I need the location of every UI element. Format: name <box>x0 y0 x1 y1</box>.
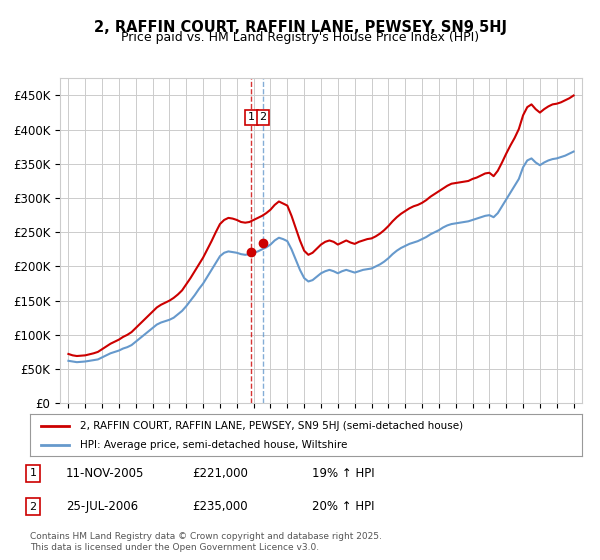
Text: 11-NOV-2005: 11-NOV-2005 <box>66 466 145 480</box>
Text: 19% ↑ HPI: 19% ↑ HPI <box>312 466 374 480</box>
Text: 1: 1 <box>29 468 37 478</box>
Text: Contains HM Land Registry data © Crown copyright and database right 2025.
This d: Contains HM Land Registry data © Crown c… <box>30 532 382 552</box>
Text: 2: 2 <box>260 113 266 123</box>
Text: 1: 1 <box>248 113 255 123</box>
Text: £221,000: £221,000 <box>192 466 248 480</box>
Text: HPI: Average price, semi-detached house, Wiltshire: HPI: Average price, semi-detached house,… <box>80 440 347 450</box>
Text: 2: 2 <box>29 502 37 512</box>
Text: £235,000: £235,000 <box>192 500 248 514</box>
Text: 2, RAFFIN COURT, RAFFIN LANE, PEWSEY, SN9 5HJ: 2, RAFFIN COURT, RAFFIN LANE, PEWSEY, SN… <box>94 20 506 35</box>
Text: 25-JUL-2006: 25-JUL-2006 <box>66 500 138 514</box>
Text: 2, RAFFIN COURT, RAFFIN LANE, PEWSEY, SN9 5HJ (semi-detached house): 2, RAFFIN COURT, RAFFIN LANE, PEWSEY, SN… <box>80 421 463 431</box>
Text: 20% ↑ HPI: 20% ↑ HPI <box>312 500 374 514</box>
Text: Price paid vs. HM Land Registry's House Price Index (HPI): Price paid vs. HM Land Registry's House … <box>121 31 479 44</box>
